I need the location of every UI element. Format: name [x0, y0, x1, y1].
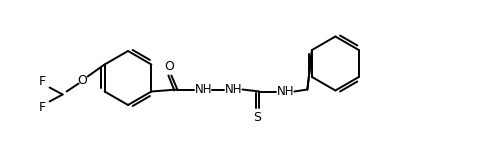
Text: F: F	[39, 75, 46, 88]
Text: S: S	[253, 111, 261, 124]
Text: F: F	[39, 101, 46, 114]
Text: NH: NH	[225, 83, 242, 96]
Text: NH: NH	[194, 83, 212, 96]
Text: NH: NH	[277, 85, 294, 98]
Text: O: O	[165, 60, 174, 73]
Text: O: O	[78, 74, 88, 87]
